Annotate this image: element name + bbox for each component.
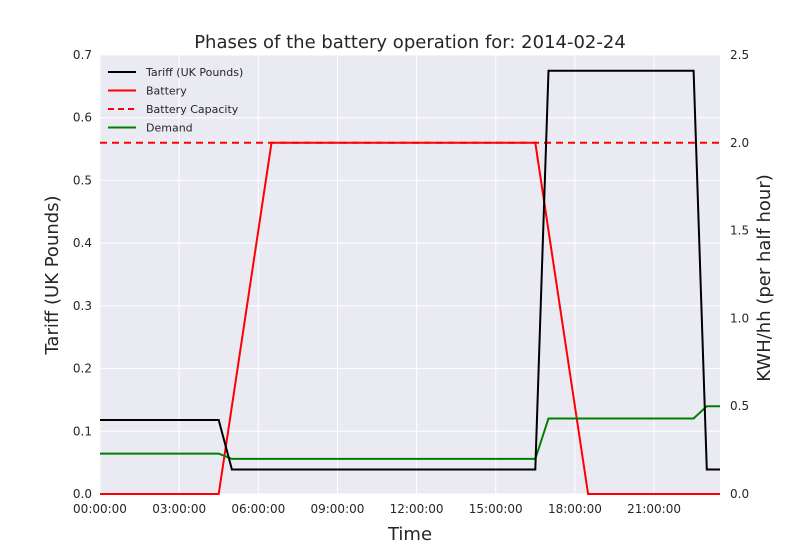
y-tick-label: 0.0 bbox=[73, 487, 92, 501]
legend-label: Battery Capacity bbox=[146, 103, 239, 116]
grid bbox=[99, 54, 720, 495]
y-axis-label: Tariff (UK Pounds) bbox=[42, 195, 63, 355]
y2-axis-label: KWH/hh (per half hour) bbox=[754, 174, 775, 382]
legend: Tariff (UK Pounds) Battery Battery Capacit… bbox=[108, 66, 243, 135]
y-tick-label: 0.4 bbox=[73, 236, 92, 250]
x-tick-label: 06:00:00 bbox=[231, 502, 285, 516]
y2-tick-labels: 0.0 0.5 1.0 1.5 2.0 2.5 bbox=[730, 48, 749, 501]
x-tick-label: 12:00:00 bbox=[390, 502, 444, 516]
y-tick-label: 0.6 bbox=[73, 111, 92, 125]
x-tick-label: 00:00:00 bbox=[73, 502, 127, 516]
y2-tick-label: 2.5 bbox=[730, 48, 749, 62]
legend-label: Tariff (UK Pounds) bbox=[145, 66, 243, 79]
legend-label: Battery bbox=[146, 85, 187, 98]
series-lines bbox=[100, 69, 720, 495]
x-tick-labels: 00:00:00 03:00:00 06:00:00 09:00:00 12:00:00… bbox=[73, 502, 681, 516]
x-tick-label: 03:00:00 bbox=[152, 502, 206, 516]
y2-tick-label: 2.0 bbox=[730, 136, 749, 150]
y-tick-label: 0.2 bbox=[73, 362, 92, 376]
y2-tick-label: 0.5 bbox=[730, 399, 749, 413]
y-tick-labels: 0.0 0.1 0.2 0.3 0.4 0.5 0.6 0.7 bbox=[73, 48, 92, 501]
x-tick-label: 15:00:00 bbox=[469, 502, 523, 516]
x-axis-label: Time bbox=[387, 524, 432, 545]
x-tick-label: 09:00:00 bbox=[310, 502, 364, 516]
x-tick-label: 18:00:00 bbox=[548, 502, 602, 516]
y2-tick-label: 1.0 bbox=[730, 311, 749, 325]
series-line-tariff-uk-pounds bbox=[100, 69, 720, 471]
y2-tick-label: 0.0 bbox=[730, 487, 749, 501]
y-tick-label: 0.5 bbox=[73, 173, 92, 187]
x-tick-label: 21:00:00 bbox=[627, 502, 681, 516]
y-tick-label: 0.7 bbox=[73, 48, 92, 62]
chart-title: Phases of the battery operation for: 201… bbox=[194, 32, 626, 53]
plot-background bbox=[100, 55, 720, 494]
legend-label: Demand bbox=[146, 122, 193, 135]
series-line-battery bbox=[100, 141, 720, 495]
y2-tick-label: 1.5 bbox=[730, 224, 749, 238]
y-tick-label: 0.1 bbox=[73, 424, 92, 438]
y-tick-label: 0.3 bbox=[73, 299, 92, 313]
